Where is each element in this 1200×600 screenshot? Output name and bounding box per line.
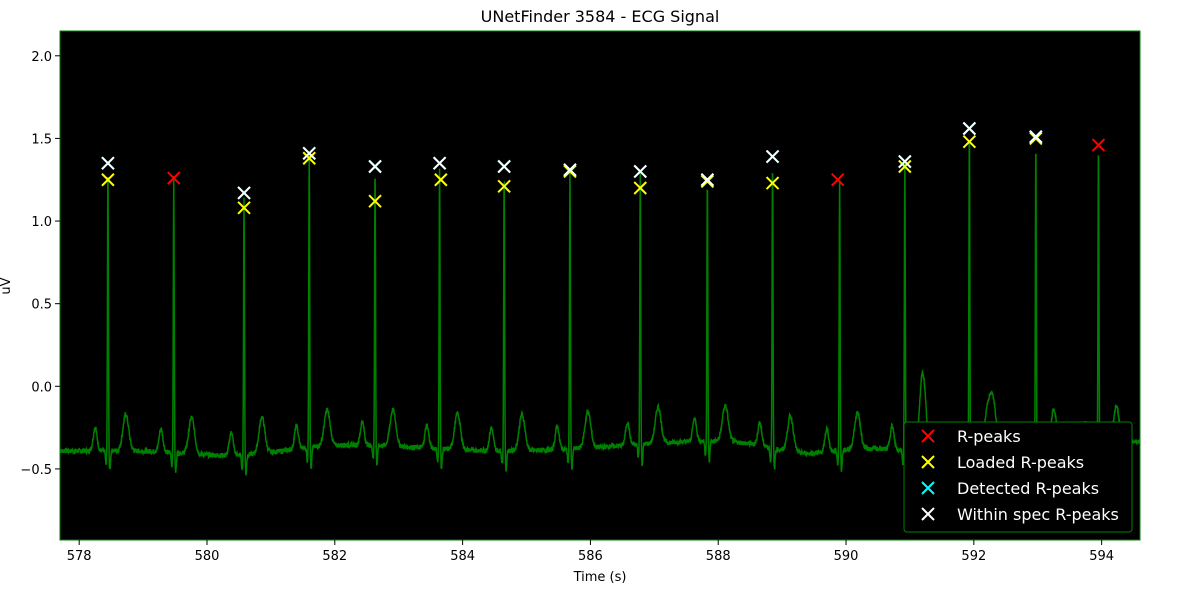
loaded-r-peaks-marker <box>101 173 115 187</box>
within-spec-r-peaks-marker <box>432 156 447 170</box>
within-spec-r-peaks-marker <box>237 186 251 200</box>
legend-marker <box>921 481 935 495</box>
x-tick-label: 588 <box>706 549 731 564</box>
legend-box <box>903 421 1133 533</box>
legend-marker <box>921 429 935 443</box>
x-tick-label: 594 <box>1089 549 1114 564</box>
plot-frame <box>59 30 1141 541</box>
legend-entry: Detected R-peaks <box>957 479 1099 498</box>
within-spec-r-peaks-marker <box>633 164 647 179</box>
y-tick-label: 2.0 <box>31 50 52 65</box>
y-tick-label: −0.5 <box>20 463 52 478</box>
legend-entry: Within spec R-peaks <box>957 505 1119 524</box>
within-spec-r-peaks-marker <box>101 156 115 170</box>
legend-marker <box>921 507 935 521</box>
marker-layer <box>101 121 1106 215</box>
loaded-r-peaks-marker <box>237 201 251 215</box>
loaded-r-peaks-marker <box>1029 131 1043 146</box>
loaded-r-peaks-marker <box>962 135 977 149</box>
within-spec-r-peaks-marker <box>962 121 977 136</box>
legend-entry: R-peaks <box>957 427 1021 446</box>
loaded-r-peaks-marker <box>368 194 382 208</box>
y-tick-label: 1.0 <box>31 215 52 230</box>
loaded-r-peaks-marker <box>898 159 912 174</box>
legend-entry: Loaded R-peaks <box>957 453 1084 472</box>
within-spec-r-peaks-marker <box>1029 130 1043 144</box>
loaded-r-peaks-marker <box>633 181 647 195</box>
chart-title: UNetFinder 3584 - ECG Signal <box>481 7 720 26</box>
loaded-r-peaks-marker <box>434 173 448 187</box>
r-peaks-marker <box>831 173 845 187</box>
y-axis-label: uV <box>0 277 14 294</box>
y-tick-label: 0.5 <box>31 298 52 313</box>
x-axis: 578 580 582 584 586 588 590 592 594 <box>67 540 1114 564</box>
within-spec-r-peaks-marker <box>700 173 715 187</box>
x-axis-label: Time (s) <box>573 570 627 585</box>
x-tick-label: 582 <box>322 549 347 564</box>
within-spec-r-peaks-marker <box>302 146 316 160</box>
within-spec-r-peaks-marker <box>765 149 780 164</box>
loaded-r-peaks-marker <box>563 164 577 179</box>
x-tick-label: 580 <box>195 549 220 564</box>
x-tick-label: 592 <box>961 549 986 564</box>
loaded-r-peaks-marker <box>765 176 780 190</box>
legend: R-peaks Loaded R-peaks Detected R-peaks Wit… <box>903 421 1133 533</box>
y-tick-label: 1.5 <box>31 132 52 147</box>
x-tick-label: 584 <box>450 549 475 564</box>
within-spec-r-peaks-marker <box>497 159 511 174</box>
legend-marker <box>921 455 935 469</box>
loaded-r-peaks-marker <box>700 174 715 189</box>
x-tick-label: 578 <box>67 549 92 564</box>
loaded-r-peaks-marker <box>302 151 316 165</box>
r-peaks-marker <box>167 171 181 185</box>
x-tick-label: 590 <box>834 549 859 564</box>
within-spec-r-peaks-marker <box>898 154 912 169</box>
within-spec-r-peaks-marker <box>368 159 382 174</box>
y-tick-label: 0.0 <box>31 380 52 395</box>
r-peaks-marker <box>1091 138 1106 152</box>
y-axis: −0.5 0.0 0.5 1.0 1.5 2.0 <box>20 50 60 478</box>
within-spec-r-peaks-marker <box>563 163 577 177</box>
x-tick-label: 586 <box>578 549 603 564</box>
loaded-r-peaks-marker <box>497 179 511 194</box>
